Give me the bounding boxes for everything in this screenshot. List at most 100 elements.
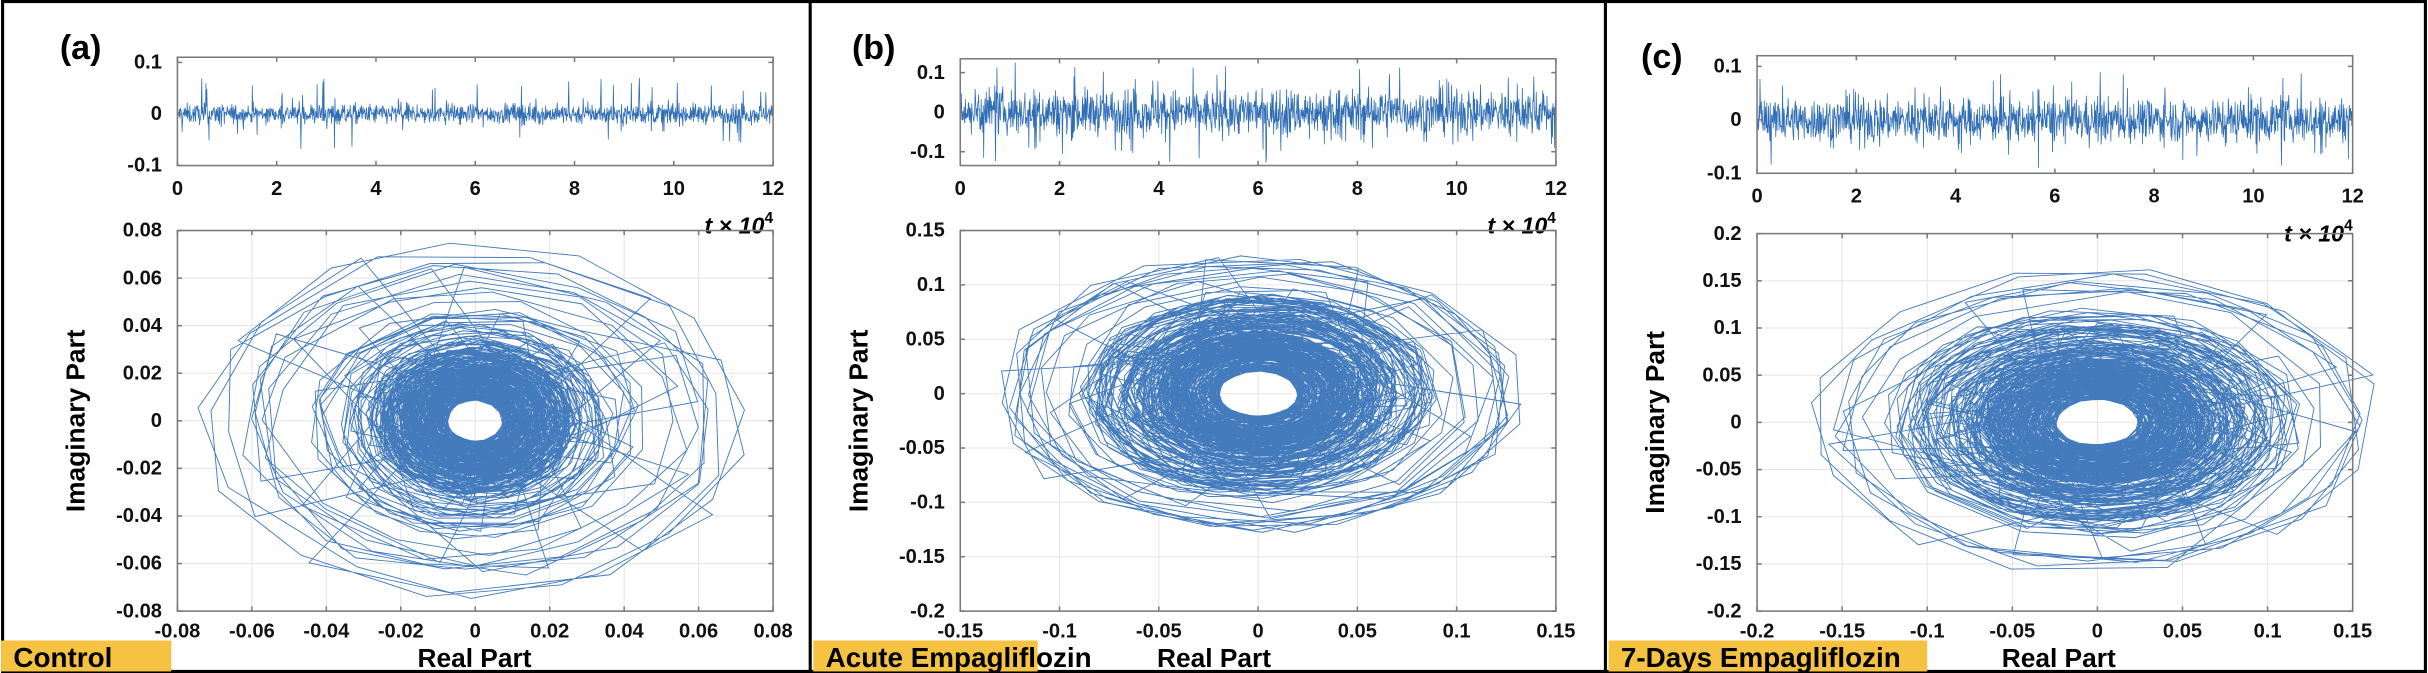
phase-xtick-label: -0.04 — [303, 620, 350, 642]
timeseries-ytick-label: 0 — [934, 101, 945, 123]
phase-xtick-label: 0.05 — [1338, 620, 1377, 642]
condition-label: Acute Empagliflozin — [826, 642, 1092, 673]
phase-ytick-label: 0 — [151, 410, 162, 432]
phase-ytick-label: 0.2 — [1714, 223, 1742, 245]
panel-b: (b) 0 2 4 6 8 10 12 0.1 0 -0.1 t × 104 -0.15 -0.1 -0.0… — [813, 29, 1575, 673]
phase-ytick-label: -0.08 — [116, 600, 162, 622]
condition-label-bg — [1, 640, 172, 672]
timeseries-xtick-label: 4 — [1950, 186, 1962, 208]
phase-ytick-label: -0.05 — [899, 437, 945, 459]
phase-ytick-label: 0 — [1730, 412, 1741, 434]
timeseries-xtick-label: 0 — [1751, 186, 1762, 208]
phase-ylabel: Imaginary Part — [1640, 331, 1670, 514]
condition-label-bg — [1608, 640, 1928, 672]
phase-ylabel: Imaginary Part — [843, 329, 873, 512]
timeseries-xtick-label: 0 — [172, 178, 183, 200]
timeseries-line — [959, 62, 1557, 163]
timeseries-xtick-label: 8 — [1352, 178, 1363, 200]
panel-c: (c) 0 2 4 6 8 10 12 0.1 0 -0.1 t × 104 -0.2 -0.15 -0.1… — [1608, 38, 2375, 673]
phase-portrait-line — [197, 242, 745, 599]
phase-ylabel: Imaginary Part — [61, 329, 91, 512]
timeseries-ytick-label: -0.1 — [1707, 162, 1742, 184]
phase-ytick-label: -0.15 — [899, 546, 945, 568]
phase-ytick-label: -0.2 — [910, 600, 945, 622]
panel-letter: (c) — [1641, 38, 1683, 76]
phase-ytick-label: -0.15 — [1696, 553, 1742, 575]
phase-xtick-label: -0.06 — [229, 620, 275, 642]
phase-xtick-label: 0.1 — [2254, 620, 2282, 642]
phase-xtick-label: 0.05 — [2163, 620, 2202, 642]
timeseries-line — [177, 77, 774, 149]
phase-xtick-label: 0.04 — [605, 620, 645, 642]
phase-ytick-label: 0.15 — [1702, 270, 1741, 292]
phase-ytick-label: -0.05 — [1696, 459, 1742, 481]
phase-xtick-label: -0.05 — [1136, 620, 1182, 642]
timeseries-xtick-label: 2 — [271, 178, 282, 200]
timeseries-ytick-label: 0 — [151, 103, 162, 125]
timeseries-xtick-label: 2 — [1054, 178, 1065, 200]
timeseries-xtick-label: 10 — [1445, 178, 1467, 200]
timeseries-xtick-label: 10 — [2242, 186, 2264, 208]
timeseries-ytick-label: -0.1 — [127, 155, 162, 177]
panel-letter: (b) — [852, 29, 895, 67]
phase-ytick-label: 0 — [934, 383, 945, 405]
phase-xtick-label: 0.15 — [1536, 620, 1575, 642]
timeseries-xtick-label: 12 — [762, 178, 784, 200]
phase-xtick-label: -0.1 — [1910, 620, 1945, 642]
timeseries-xtick-label: 4 — [370, 178, 382, 200]
phase-xlabel: Real Part — [2002, 643, 2116, 673]
phase-xtick-label: -0.08 — [155, 620, 201, 642]
phase-ytick-label: -0.1 — [1707, 506, 1742, 528]
timeseries-xtick-label: 8 — [569, 178, 580, 200]
timeseries-xtick-label: 12 — [1545, 178, 1567, 200]
phase-xtick-label: 0.15 — [2333, 620, 2372, 642]
phase-xtick-label: 0.1 — [1443, 620, 1471, 642]
panel-a: (a) 0 2 4 6 8 10 12 0.1 0 -0.1 t × 104 -0.08 -0.06 -0.… — [1, 29, 793, 673]
timeseries-ytick-label: 0.1 — [134, 52, 162, 74]
phase-ytick-label: -0.04 — [116, 505, 163, 527]
phase-xlabel: Real Part — [1157, 643, 1271, 673]
phase-xtick-label: 0.08 — [753, 620, 792, 642]
timeseries-xtick-label: 4 — [1153, 178, 1165, 200]
phase-ytick-label: 0.1 — [917, 274, 945, 296]
panel-letter: (a) — [60, 29, 102, 67]
timeseries-line — [1756, 72, 2354, 168]
condition-label: Control — [13, 642, 112, 673]
phase-xtick-label: 0 — [1252, 620, 1263, 642]
timeseries-ytick-label: -0.1 — [910, 141, 945, 163]
phase-ytick-label: 0.05 — [906, 328, 945, 350]
phase-ytick-label: -0.06 — [116, 553, 162, 575]
phase-xtick-label: -0.15 — [1819, 620, 1865, 642]
timeseries-ytick-label: 0 — [1730, 109, 1741, 131]
phase-portrait-line — [1001, 255, 1522, 533]
phase-ytick-label: 0.05 — [1702, 364, 1741, 386]
phase-portrait-line — [1810, 269, 2375, 570]
phase-ytick-label: 0.08 — [123, 220, 162, 242]
phase-xtick-label: -0.02 — [378, 620, 424, 642]
timeseries-xlabel: t × 104 — [1487, 210, 1556, 239]
timeseries-ytick-label: 0.1 — [1714, 56, 1742, 78]
timeseries-xtick-label: 6 — [2049, 186, 2060, 208]
timeseries-ytick-label: 0.1 — [917, 62, 945, 84]
timeseries-xtick-label: 12 — [2341, 186, 2363, 208]
phase-xtick-label: -0.2 — [1740, 620, 1775, 642]
timeseries-xlabel: t × 104 — [705, 210, 774, 239]
timeseries-xtick-label: 8 — [2149, 186, 2160, 208]
timeseries-xtick-label: 0 — [955, 178, 966, 200]
phase-xtick-label: -0.1 — [1042, 620, 1077, 642]
condition-label: 7-Days Empagliflozin — [1621, 642, 1901, 673]
phase-ytick-label: 0.1 — [1714, 317, 1742, 339]
phase-ytick-label: -0.02 — [116, 458, 162, 480]
phase-ytick-label: 0.06 — [123, 267, 162, 289]
phase-xtick-label: 0.02 — [530, 620, 569, 642]
timeseries-xtick-label: 6 — [1252, 178, 1263, 200]
phase-ytick-label: -0.1 — [910, 492, 945, 514]
timeseries-xlabel: t × 104 — [2284, 218, 2353, 247]
phase-xtick-label: 0.06 — [679, 620, 718, 642]
timeseries-xtick-label: 2 — [1851, 186, 1862, 208]
phase-ytick-label: 0.15 — [906, 220, 945, 242]
phase-xtick-label: -0.15 — [937, 620, 983, 642]
condition-label-bg — [813, 640, 1038, 672]
